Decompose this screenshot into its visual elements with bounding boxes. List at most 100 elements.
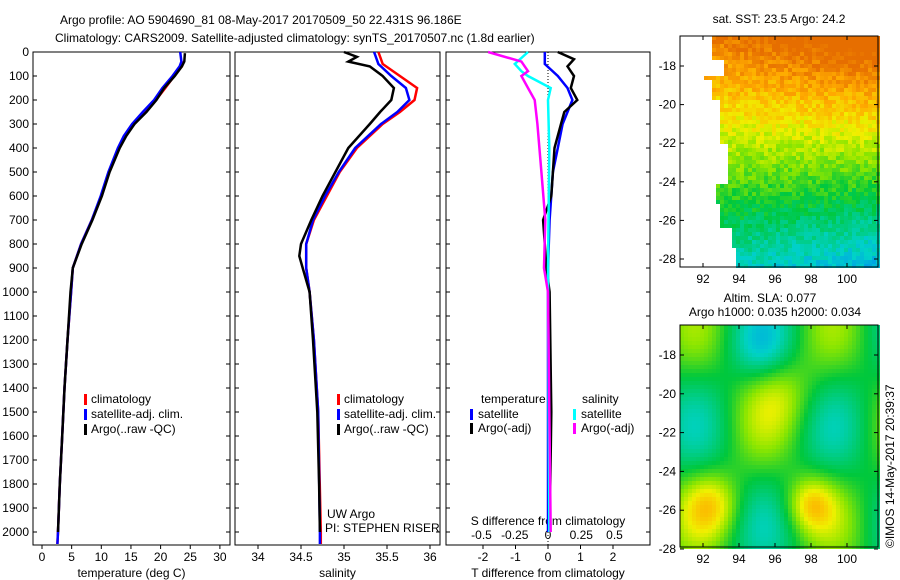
map-cell bbox=[752, 240, 756, 244]
map-cell bbox=[800, 421, 804, 425]
map-cell bbox=[824, 92, 828, 96]
map-cell bbox=[808, 413, 812, 417]
map-cell bbox=[800, 48, 804, 52]
map-cell bbox=[864, 92, 868, 96]
map-cell bbox=[804, 136, 808, 140]
map-cell bbox=[772, 357, 776, 361]
map-cell bbox=[724, 204, 728, 208]
map-cell bbox=[808, 56, 812, 60]
map-cell bbox=[752, 473, 756, 477]
map-cell bbox=[764, 84, 768, 88]
map-cell bbox=[704, 461, 708, 465]
map-cell bbox=[696, 397, 700, 401]
map-cell bbox=[772, 465, 776, 469]
map-cell bbox=[764, 136, 768, 140]
map-cell bbox=[820, 393, 824, 397]
map-cell bbox=[812, 148, 816, 152]
map-cell bbox=[768, 260, 772, 264]
map-cell bbox=[872, 196, 876, 200]
map-cell bbox=[680, 341, 684, 345]
map-cell bbox=[808, 353, 812, 357]
map-cell bbox=[840, 377, 844, 381]
x-tick-label: 0 bbox=[39, 550, 46, 564]
map-cell bbox=[748, 361, 752, 365]
map-cell bbox=[800, 477, 804, 481]
map-cell bbox=[712, 48, 716, 52]
map-cell bbox=[748, 509, 752, 513]
map-cell bbox=[740, 108, 744, 112]
map-cell bbox=[828, 493, 832, 497]
map-cell bbox=[816, 401, 820, 405]
map-cell bbox=[864, 240, 868, 244]
map-cell bbox=[852, 377, 856, 381]
map-cell bbox=[784, 417, 788, 421]
map-cell bbox=[744, 56, 748, 60]
x-tick-label: 92 bbox=[696, 272, 710, 286]
map-cell bbox=[856, 128, 860, 132]
map-cell bbox=[740, 477, 744, 481]
map-cell bbox=[740, 429, 744, 433]
map-cell bbox=[832, 325, 836, 329]
map-cell bbox=[836, 377, 840, 381]
map-cell bbox=[732, 36, 736, 40]
map-cell bbox=[732, 485, 736, 489]
map-cell bbox=[760, 329, 764, 333]
map-cell bbox=[740, 357, 744, 361]
map-cell bbox=[720, 325, 724, 329]
map-cell bbox=[740, 116, 744, 120]
map-cell bbox=[824, 72, 828, 76]
map-cell bbox=[776, 453, 780, 457]
map-cell bbox=[756, 469, 760, 473]
map-cell bbox=[828, 212, 832, 216]
map-cell bbox=[744, 465, 748, 469]
map-cell bbox=[772, 361, 776, 365]
map-cell bbox=[760, 397, 764, 401]
map-cell bbox=[800, 108, 804, 112]
y-tick-label: 1500 bbox=[2, 405, 29, 419]
map-cell bbox=[756, 493, 760, 497]
map-cell bbox=[776, 128, 780, 132]
map-cell bbox=[848, 361, 852, 365]
map-cell bbox=[856, 341, 860, 345]
map-cell bbox=[828, 84, 832, 88]
map-cell bbox=[780, 236, 784, 240]
map-cell bbox=[816, 180, 820, 184]
map-cell bbox=[832, 244, 836, 248]
map-cell bbox=[748, 188, 752, 192]
legend-swatch bbox=[84, 424, 87, 435]
map-cell bbox=[708, 489, 712, 493]
map-cell bbox=[792, 168, 796, 172]
map-cell bbox=[736, 401, 740, 405]
map-cell bbox=[804, 393, 808, 397]
map-cell bbox=[720, 108, 724, 112]
map-cell bbox=[796, 405, 800, 409]
map-cell bbox=[740, 449, 744, 453]
map-cell bbox=[788, 357, 792, 361]
map-cell bbox=[732, 413, 736, 417]
map-cell bbox=[816, 248, 820, 252]
map-cell bbox=[828, 501, 832, 505]
map-cell bbox=[736, 405, 740, 409]
map-cell bbox=[840, 84, 844, 88]
map-cell bbox=[832, 188, 836, 192]
map-cell bbox=[832, 80, 836, 84]
map-cell bbox=[828, 244, 832, 248]
map-cell bbox=[824, 240, 828, 244]
map-cell bbox=[820, 445, 824, 449]
map-cell bbox=[864, 417, 868, 421]
map-cell bbox=[772, 100, 776, 104]
map-cell bbox=[828, 393, 832, 397]
map-cell bbox=[760, 341, 764, 345]
map-cell bbox=[756, 136, 760, 140]
map-cell bbox=[848, 409, 852, 413]
map-cell bbox=[864, 148, 868, 152]
map-cell bbox=[700, 429, 704, 433]
map-cell bbox=[872, 461, 876, 465]
map-cell bbox=[844, 120, 848, 124]
map-cell bbox=[780, 48, 784, 52]
map-cell bbox=[820, 132, 824, 136]
map-cell bbox=[716, 389, 720, 393]
map-cell bbox=[864, 493, 868, 497]
map-cell bbox=[872, 144, 876, 148]
map-cell bbox=[852, 60, 856, 64]
